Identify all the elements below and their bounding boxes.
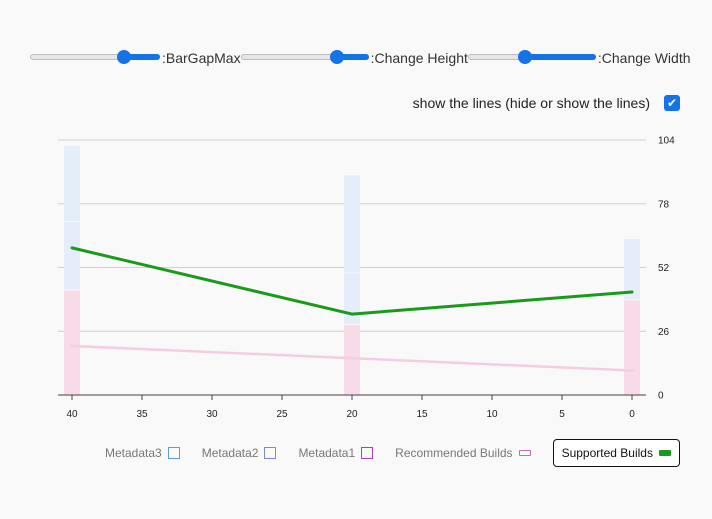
legend-swatch bbox=[264, 447, 277, 459]
slider-thumb[interactable] bbox=[518, 50, 533, 64]
x-tick-label: 40 bbox=[66, 409, 78, 420]
legend-label: Supported Builds bbox=[561, 446, 653, 460]
x-tick-label: 25 bbox=[276, 409, 288, 420]
show-lines-checkbox[interactable]: ✔ bbox=[664, 95, 680, 111]
legend-swatch bbox=[518, 450, 531, 456]
legend-item-supported-builds[interactable]: Supported Builds bbox=[552, 439, 680, 467]
axes: 0 26 52 78 104 40 35 30 25 20 15 10 5 0 bbox=[58, 136, 675, 420]
x-tick-label: 10 bbox=[486, 409, 498, 420]
legend-swatch bbox=[658, 450, 671, 456]
line-point bbox=[630, 368, 634, 372]
bar-metadata1 bbox=[344, 324, 360, 395]
legend: Metadata3 Metadata2 Metadata1 Recommende… bbox=[105, 437, 680, 469]
bargapmax-slider[interactable] bbox=[30, 46, 160, 70]
y-tick-label: 26 bbox=[658, 327, 670, 338]
bar-metadata1 bbox=[624, 300, 640, 395]
x-tick-label: 15 bbox=[416, 409, 428, 420]
legend-swatch bbox=[167, 447, 180, 459]
legend-label: Metadata2 bbox=[201, 446, 259, 460]
x-tick-label: 5 bbox=[559, 409, 565, 420]
legend-swatch bbox=[361, 447, 374, 459]
x-tick-label: 0 bbox=[629, 409, 635, 420]
legend-item-metadata1[interactable]: Metadata1 bbox=[298, 446, 374, 460]
legend-item-metadata3[interactable]: Metadata3 bbox=[105, 446, 180, 460]
legend-label: Metadata3 bbox=[105, 446, 162, 460]
change-height-label: :Change Height bbox=[370, 50, 468, 66]
legend-item-recommended-builds[interactable]: Recommended Builds bbox=[395, 446, 531, 460]
x-tick-label: 35 bbox=[136, 409, 148, 420]
bar-metadata2 bbox=[64, 221, 80, 290]
y-tick-label: 0 bbox=[658, 391, 664, 402]
bar-metadata2 bbox=[344, 273, 360, 324]
bars bbox=[64, 145, 640, 395]
bar-metadata3 bbox=[64, 145, 80, 221]
bargapmax-label: :BarGapMax bbox=[162, 50, 241, 66]
y-tick-label: 78 bbox=[658, 199, 670, 210]
change-width-label: :Change Width bbox=[597, 50, 691, 66]
bar-metadata3 bbox=[344, 175, 360, 273]
line-point bbox=[350, 356, 354, 360]
x-tick-label: 20 bbox=[346, 409, 358, 420]
show-lines-toggle-row: show the lines (hide or show the lines) … bbox=[413, 95, 680, 111]
checkmark-icon: ✔ bbox=[666, 96, 678, 110]
x-tick-label: 30 bbox=[206, 409, 218, 420]
slider-thumb[interactable] bbox=[117, 50, 131, 64]
legend-label: Metadata1 bbox=[298, 446, 356, 460]
y-tick-label: 104 bbox=[658, 136, 675, 147]
line-point bbox=[70, 344, 74, 348]
bar-metadata1 bbox=[64, 290, 80, 395]
change-height-slider[interactable] bbox=[240, 46, 369, 70]
y-tick-label: 52 bbox=[658, 263, 670, 274]
slider-thumb[interactable] bbox=[329, 50, 344, 64]
line-point bbox=[70, 246, 74, 250]
show-lines-label: show the lines (hide or show the lines) bbox=[412, 95, 650, 111]
slider-controls: :BarGapMax :Change Height :Change Width bbox=[30, 46, 691, 70]
bar-metadata2 bbox=[624, 239, 640, 300]
change-width-slider[interactable] bbox=[467, 46, 596, 70]
line-point bbox=[350, 312, 354, 316]
line-point bbox=[630, 290, 634, 294]
legend-label: Recommended Builds bbox=[395, 446, 513, 460]
legend-item-metadata2[interactable]: Metadata2 bbox=[202, 446, 277, 460]
series-lines bbox=[70, 246, 634, 372]
